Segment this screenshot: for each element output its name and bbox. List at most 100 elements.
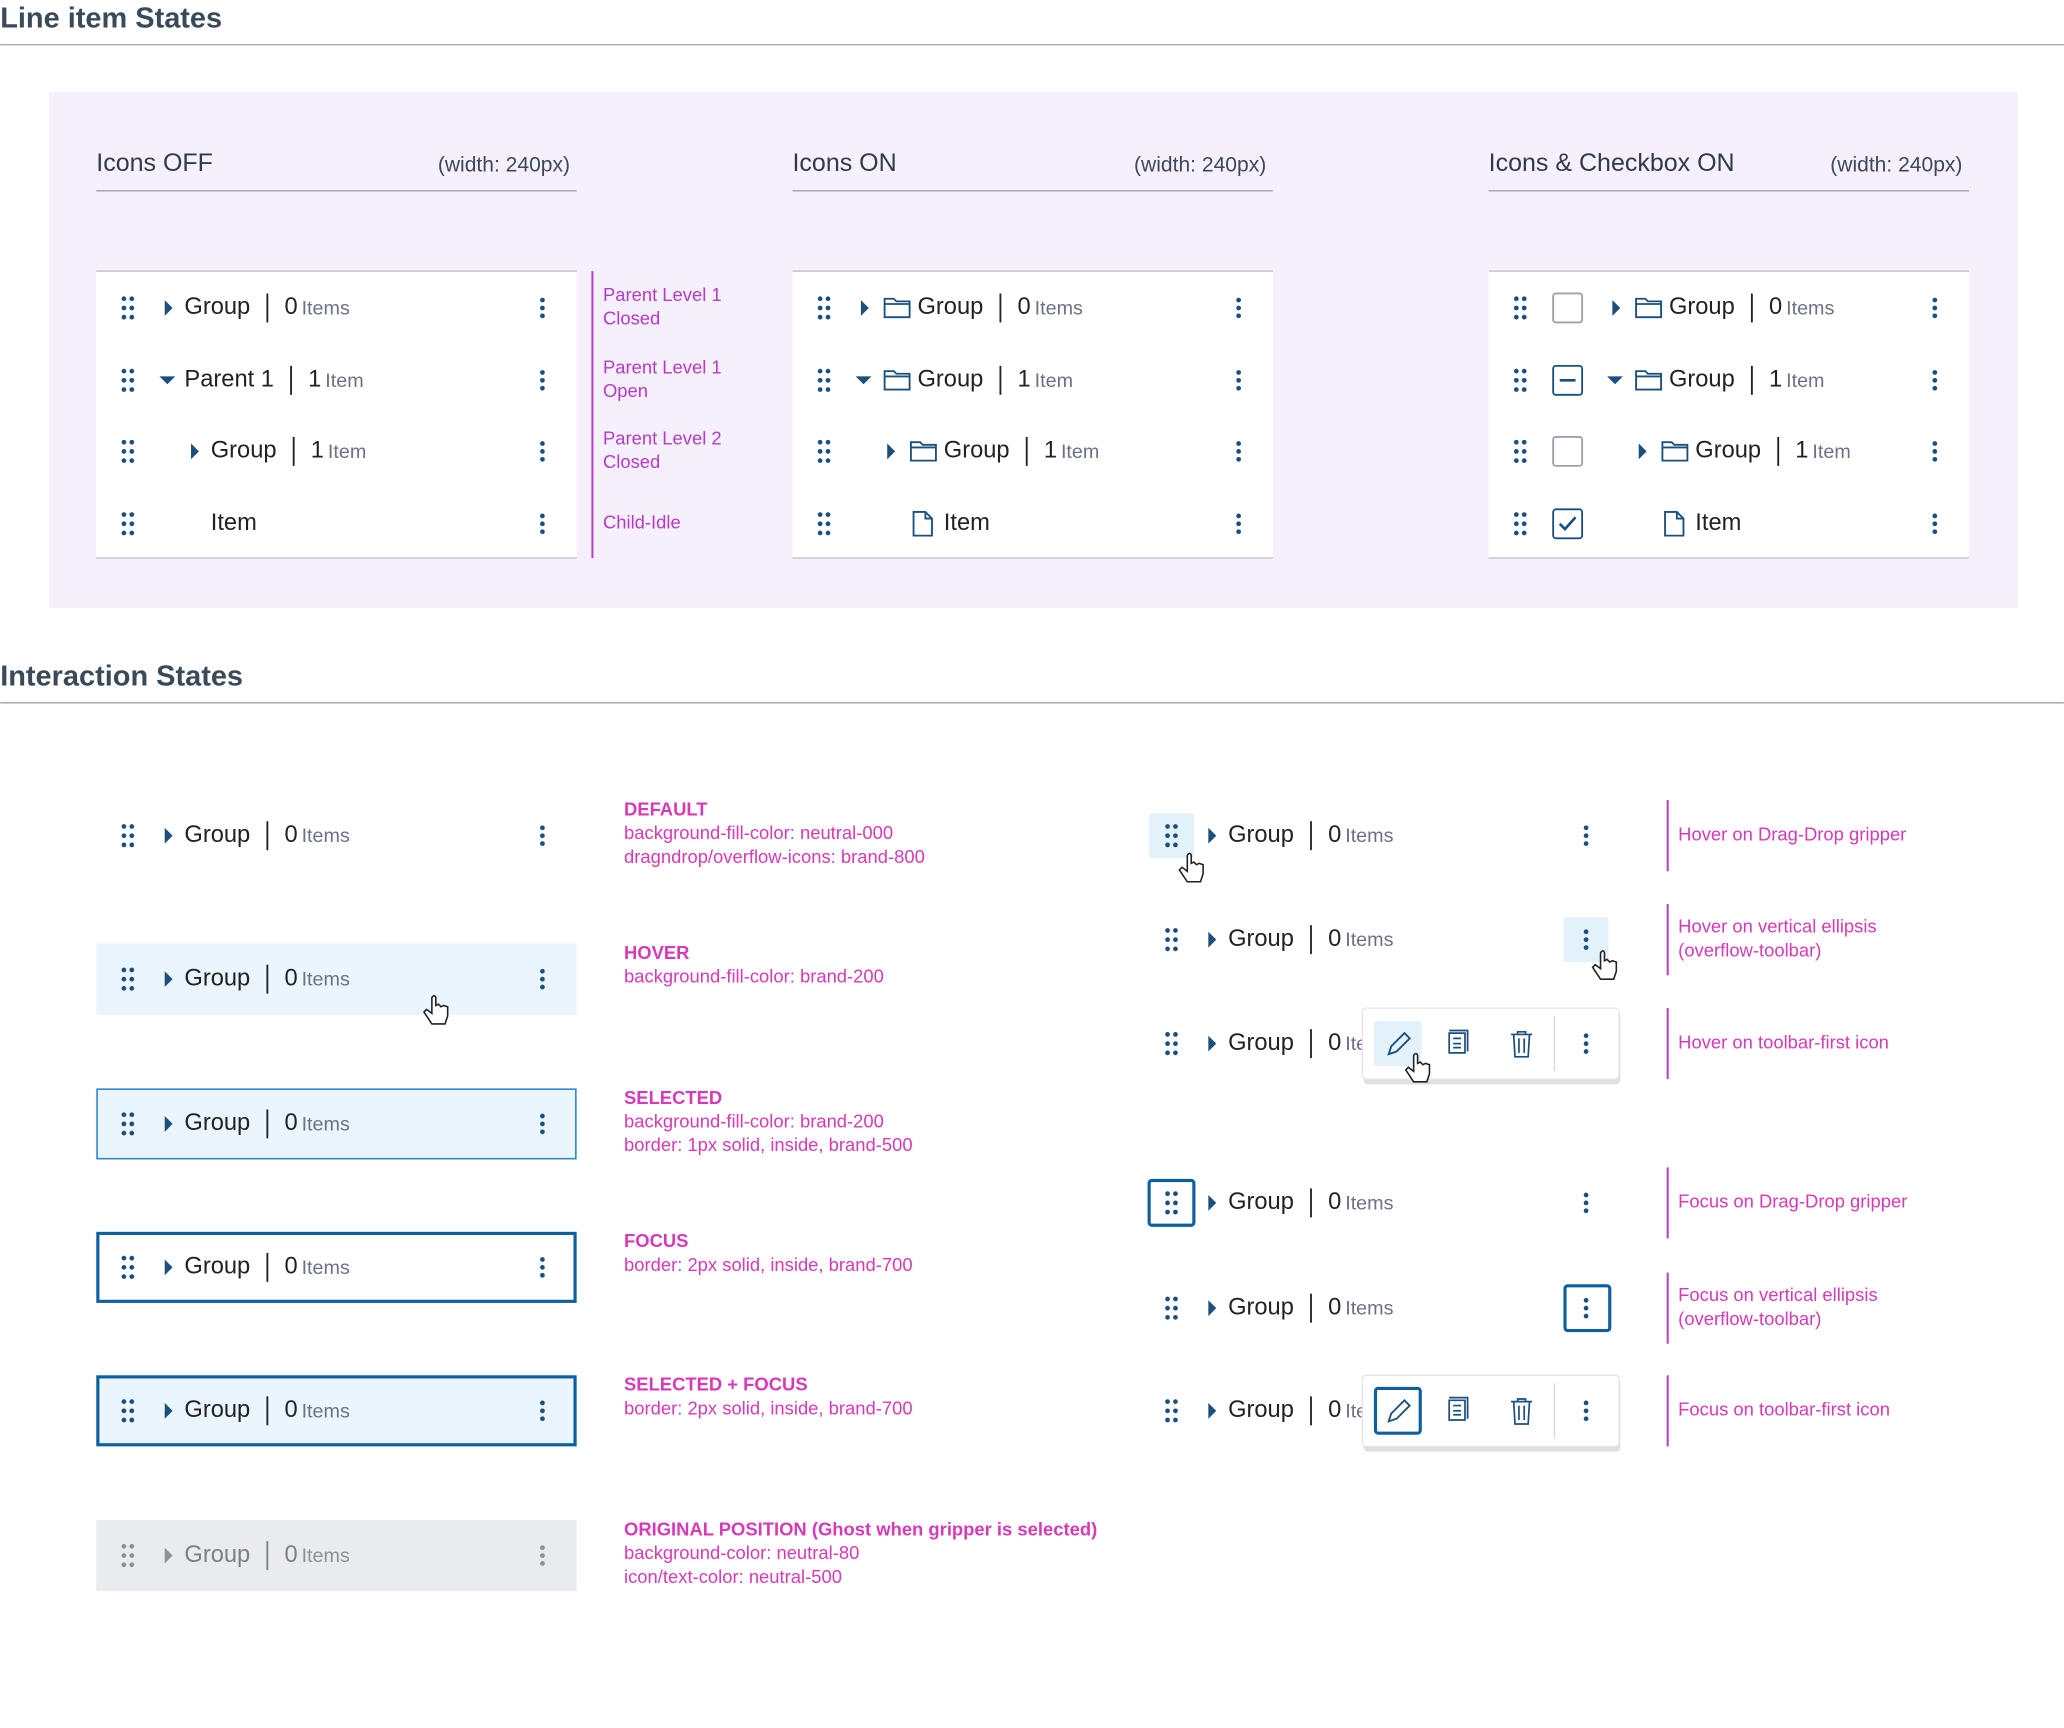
ellipsis-dot [540, 1113, 545, 1119]
gripper-dot [825, 521, 831, 527]
row-label: Group [184, 1542, 250, 1568]
gripper-dot [1173, 946, 1178, 952]
row-label: Group [1228, 1030, 1294, 1056]
gripper-dot [121, 1562, 127, 1568]
gripper-dot [1173, 1408, 1178, 1414]
gripper-dot [1513, 305, 1519, 311]
file-icon [1664, 511, 1685, 537]
gripper-dot [1165, 1417, 1170, 1423]
state-name: SELECTED [624, 1087, 722, 1108]
row-unit: Item [1035, 370, 1073, 392]
gripper-dot [1521, 305, 1527, 311]
state-note: icon/text-color: neutral-500 [624, 1566, 842, 1587]
ellipsis-dot [1236, 313, 1241, 319]
gripper-dot [1173, 937, 1178, 943]
gripper-dot [817, 296, 823, 302]
row-note: Parent Level 2 [603, 427, 722, 448]
gripper-dot [129, 1112, 135, 1118]
control-note: Hover on toolbar-first icon [1678, 1032, 1889, 1053]
row-background [96, 1520, 577, 1592]
gripper-dot [129, 1553, 135, 1558]
delete-icon [1511, 1030, 1533, 1058]
gripper-dot [1165, 1315, 1170, 1320]
row-unit: Items [302, 1545, 350, 1567]
ellipsis-dot [540, 529, 545, 535]
gripper-dot [1173, 1296, 1178, 1302]
cursor [1404, 1052, 1431, 1083]
column-width-note: (width: 240px) [1134, 153, 1266, 176]
gripper-dot [1513, 530, 1519, 536]
row-label: Group [1228, 1189, 1294, 1215]
ellipsis-dot [540, 1129, 545, 1135]
gripper-dot [1513, 512, 1519, 517]
chevron [1208, 1402, 1217, 1419]
gripper-dot [121, 824, 127, 829]
ellipsis-dot [540, 1265, 545, 1270]
chevron [164, 971, 173, 988]
column-title: Icons OFF [96, 149, 213, 177]
ellipsis-dot [1583, 1297, 1589, 1303]
ellipsis-dot [1583, 825, 1589, 831]
row-label: Item [944, 510, 990, 536]
gripper-dot [1513, 449, 1519, 454]
row-label: Group [1669, 367, 1735, 393]
gripper-dot [121, 833, 127, 839]
row-unit: Item [1061, 441, 1099, 463]
ellipsis-dot [540, 521, 545, 527]
gripper-dot [1165, 1050, 1170, 1056]
ellipsis-dot [1583, 1416, 1589, 1422]
row-count: 1 [311, 438, 324, 464]
folder-icon [883, 370, 911, 391]
row-label: Group [944, 438, 1010, 464]
gripper-focus [1147, 1178, 1196, 1227]
gripper-dot [825, 377, 831, 383]
ellipsis-dot [1583, 1033, 1589, 1039]
state-note: border: 2px solid, inside, brand-700 [624, 1254, 913, 1275]
gripper-dot [1521, 387, 1527, 392]
section-title: Interaction States [0, 660, 243, 692]
row-unit: Item [328, 441, 366, 463]
ellipsis-dot [540, 1553, 545, 1558]
gripper-dot [817, 439, 823, 445]
ellipsis-dot [1932, 456, 1938, 462]
row-unit: Items [302, 969, 350, 991]
gripper-dot [817, 368, 823, 374]
gripper-dot [129, 314, 135, 320]
gripper-dot [1165, 1296, 1170, 1302]
row-count: 0 [1769, 294, 1782, 320]
ellipsis-dot [1583, 833, 1589, 839]
gripper-dot [825, 449, 831, 454]
gripper-dot [121, 530, 127, 536]
row-background [96, 1088, 577, 1160]
ellipsis-dot [540, 1257, 545, 1262]
chevron [164, 300, 173, 316]
ellipsis-dot [1583, 841, 1589, 846]
ellipsis-dot [540, 513, 545, 519]
checkbox [1552, 436, 1584, 467]
row-unit: Items [302, 825, 350, 847]
row-count: 0 [1328, 1189, 1341, 1215]
row-count: 0 [284, 1254, 297, 1280]
checkbox [1552, 508, 1584, 540]
ellipsis-dot [1583, 1192, 1589, 1198]
ellipsis-dot [540, 825, 545, 831]
file-icon [912, 511, 933, 537]
gripper-dot [129, 305, 135, 311]
row-unit: Items [302, 1400, 350, 1422]
gripper-dot [129, 842, 135, 848]
ellipsis-dot [1583, 945, 1589, 950]
gripper-dot [1521, 530, 1527, 536]
edit-icon [1387, 1398, 1412, 1423]
row-count: 0 [1328, 1397, 1341, 1423]
gripper-dot [129, 512, 135, 517]
row-label: Group [1695, 438, 1761, 464]
gripper-dot [1165, 824, 1170, 829]
gripper-dot [1165, 1399, 1170, 1404]
row-label: Group [184, 965, 250, 991]
gripper-dot [121, 377, 127, 383]
ellipsis-dot [1932, 513, 1938, 519]
gripper-dot [1165, 1032, 1170, 1037]
folder-icon [1635, 297, 1663, 319]
gripper-dot [121, 368, 127, 374]
